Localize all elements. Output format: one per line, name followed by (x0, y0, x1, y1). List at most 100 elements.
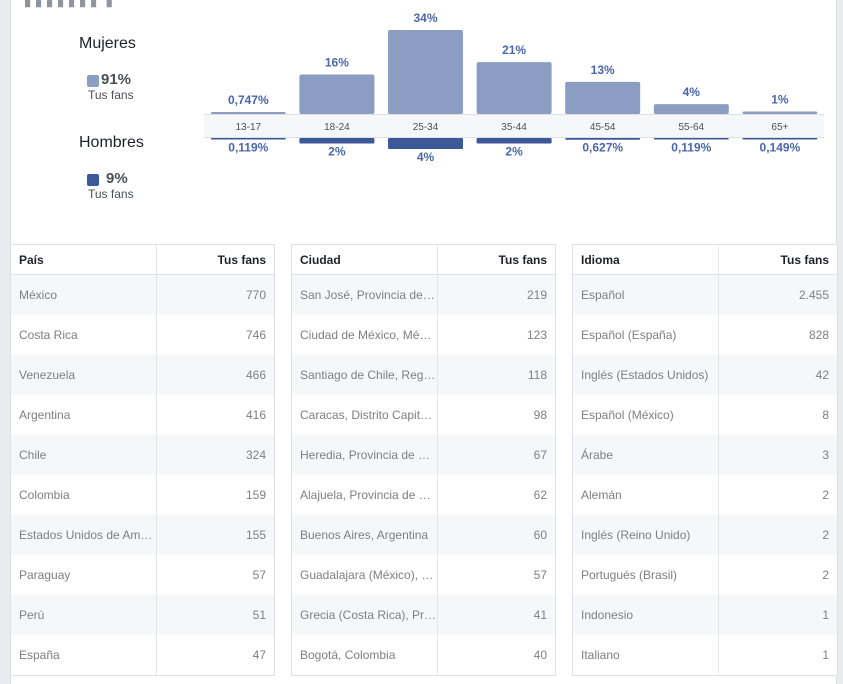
cell-name: Perú (11, 595, 157, 635)
partial-header-text: ▗▗▗▗▗▗▗ ▗ (20, 0, 113, 8)
cell-name: Venezuela (11, 355, 157, 395)
column-header-fans[interactable]: Tus fans (780, 252, 829, 267)
cell-name: España (11, 635, 157, 675)
table-row: Perú 51 (11, 595, 274, 635)
age-tick-35-44: 35-44 (501, 122, 527, 133)
cell-fans: 2 (822, 488, 829, 502)
table-row: Español (México) 8 (573, 395, 837, 435)
bar-men-25-34[interactable] (388, 138, 463, 149)
table-row: Portugués (Brasil) 2 (573, 555, 837, 595)
country-table-body: México 770 Costa Rica 746 Venezuela 466 Argent… (11, 275, 274, 675)
cell-fans: 57 (533, 568, 547, 582)
age-tick-45-54: 45-54 (590, 122, 616, 133)
cell-name: Heredia, Provincia de … (292, 435, 438, 475)
bar-men-35-44[interactable] (476, 138, 552, 144)
bar-women-55-64[interactable] (653, 104, 729, 114)
bar-women-25-34[interactable] (388, 30, 463, 114)
women-swatch-icon (87, 75, 99, 87)
cell-name: México (11, 275, 157, 315)
label-women-45-54: 13% (591, 63, 615, 77)
bar-women-45-54[interactable] (565, 81, 641, 114)
cell-name: Chile (11, 435, 157, 475)
table-row: Chile 324 (11, 435, 274, 475)
bar-women-35-44[interactable] (476, 62, 552, 114)
cell-fans: 2 (822, 568, 829, 582)
cell-fans: 67 (533, 448, 547, 462)
cell-fans: 8 (822, 408, 829, 422)
men-title: Hombres (79, 134, 144, 151)
cell-name: Estados Unidos de Am… (11, 515, 157, 555)
cell-fans: 98 (533, 408, 547, 422)
bar-men-45-54[interactable] (565, 138, 641, 140)
table-row: Alajuela, Provincia de … 62 (292, 475, 555, 515)
country-table: País Tus fans México 770 Costa Rica 746 Venezu… (10, 244, 275, 676)
table-row: Bogotá, Colombia 40 (292, 635, 555, 675)
cell-fans: 40 (533, 648, 547, 662)
bar-women-65+[interactable] (742, 111, 818, 114)
cell-fans: 219 (526, 288, 547, 302)
column-header-name[interactable]: País (11, 245, 157, 274)
column-header-fans[interactable]: Tus fans (498, 252, 547, 267)
table-row: Inglés (Reino Unido) 2 (573, 515, 837, 555)
bar-women-13-17[interactable] (210, 112, 286, 114)
table-row: Santiago de Chile, Reg… 118 (292, 355, 555, 395)
label-men-25-34: 4% (417, 150, 435, 164)
cell-fans: 828 (808, 328, 829, 342)
label-men-35-44: 2% (505, 145, 523, 159)
age-tick-13-17: 13-17 (236, 122, 262, 133)
table-row: Italiano 1 (573, 635, 837, 675)
bar-women-18-24[interactable] (299, 74, 375, 114)
table-row: Árabe 3 (573, 435, 837, 475)
table-row: Español (España) 828 (573, 315, 837, 355)
cell-fans: 1 (822, 608, 829, 622)
column-header-fans[interactable]: Tus fans (217, 252, 266, 267)
column-header-name[interactable]: Ciudad (292, 245, 438, 274)
cell-fans: 324 (245, 448, 266, 462)
label-women-35-44: 21% (502, 43, 526, 57)
label-women-25-34: 34% (413, 11, 437, 25)
age-gender-chart: 0,747% 0,119% 13-17 16% 2% 18-24 34% 4% 25-34 21%… (204, 11, 825, 164)
cell-name: Inglés (Estados Unidos) (573, 355, 719, 395)
cell-fans: 159 (245, 488, 266, 502)
cell-fans: 1 (822, 648, 829, 662)
cell-fans: 155 (245, 528, 266, 542)
cell-fans: 47 (252, 648, 266, 662)
table-row: Español 2.455 (573, 275, 837, 315)
label-women-13-17: 0,747% (228, 93, 269, 107)
label-men-55-64: 0,119% (671, 141, 711, 155)
column-header-name[interactable]: Idioma (573, 245, 719, 274)
cell-name: Argentina (11, 395, 157, 435)
label-women-65+: 1% (771, 93, 789, 107)
bar-men-65+[interactable] (742, 138, 818, 140)
cell-name: Caracas, Distrito Capit… (292, 395, 438, 435)
age-axis-band (204, 114, 825, 138)
women-sub-label: Tus fans (88, 88, 134, 102)
cell-fans: 123 (526, 328, 547, 342)
cell-fans: 118 (527, 368, 547, 382)
bar-men-18-24[interactable] (299, 138, 375, 144)
table-row: Grecia (Costa Rica), Pr… 41 (292, 595, 555, 635)
table-row: Heredia, Provincia de … 67 (292, 435, 555, 475)
bar-men-13-17[interactable] (210, 138, 286, 140)
cell-fans: 746 (245, 328, 266, 342)
cell-fans: 2.455 (798, 288, 829, 302)
men-percentage: 9% (106, 170, 128, 187)
table-row: Estados Unidos de Am… 155 (11, 515, 274, 555)
cell-name: Alajuela, Provincia de … (292, 475, 438, 515)
cell-name: Indonesio (573, 595, 719, 635)
cell-name: Costa Rica (11, 315, 157, 355)
country-table-header: País Tus fans (11, 245, 274, 275)
table-row: Indonesio 1 (573, 595, 837, 635)
city-table-body: San José, Provincia de… 219 Ciudad de Méxi… (292, 275, 555, 675)
table-row: Caracas, Distrito Capit… 98 (292, 395, 555, 435)
cell-name: Español (México) (573, 395, 719, 435)
label-men-45-54: 0,627% (582, 141, 623, 155)
bar-men-55-64[interactable] (653, 138, 729, 140)
label-men-18-24: 2% (328, 145, 346, 159)
table-row: Costa Rica 746 (11, 315, 274, 355)
table-row: Buenos Aires, Argentina 60 (292, 515, 555, 555)
cell-name: Portugués (Brasil) (573, 555, 719, 595)
language-table: Idioma Tus fans Español 2.455 Español (Españ… (572, 244, 838, 676)
label-men-13-17: 0,119% (228, 141, 268, 155)
table-row: España 47 (11, 635, 274, 675)
